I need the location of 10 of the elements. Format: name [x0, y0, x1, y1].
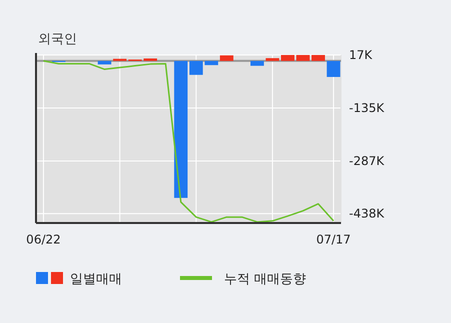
line-series	[42, 60, 334, 223]
y-tick-label: -135K	[349, 100, 386, 115]
y-tick-label: -287K	[349, 154, 386, 168]
x-tick-label: 06/22	[26, 232, 61, 247]
legend-label: 누적 매매동향	[224, 272, 306, 287]
y-tick-label: 17K	[349, 48, 374, 62]
y-tick-label: -438K	[349, 206, 386, 220]
legend-label: 일별매매	[70, 272, 122, 287]
chart-title: 외국인	[38, 32, 77, 47]
x-tick-label: 07/17	[316, 232, 351, 247]
